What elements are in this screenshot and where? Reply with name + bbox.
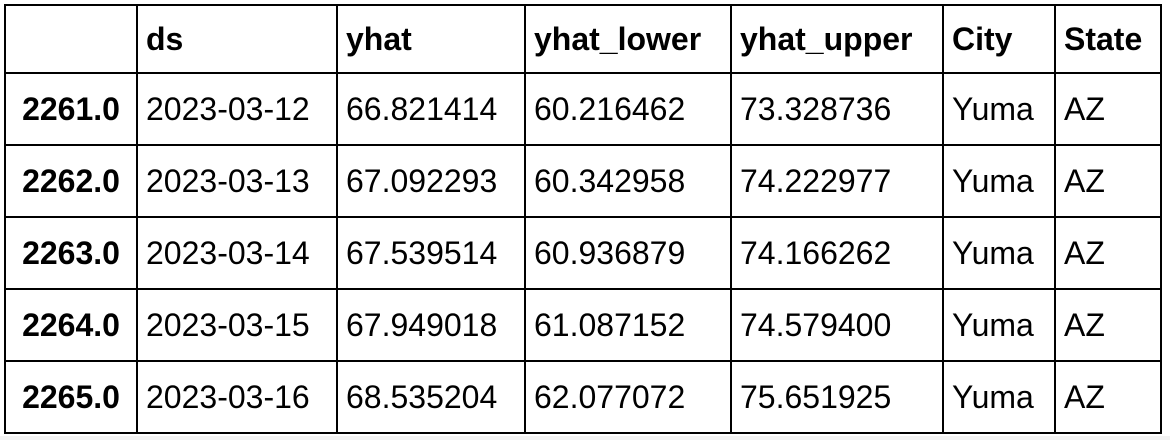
cell-yhat-upper: 74.579400 (730, 288, 944, 362)
cell-state: AZ (1054, 72, 1162, 146)
header-row: ds yhat yhat_lower yhat_upper City State (4, 4, 1162, 74)
cell-state: AZ (1054, 288, 1162, 362)
cell-city: Yuma (942, 216, 1056, 290)
cell-yhat: 66.821414 (336, 72, 526, 146)
cell-yhat: 67.539514 (336, 216, 526, 290)
cell-yhat: 67.092293 (336, 144, 526, 218)
dataframe-output: ds yhat yhat_lower yhat_upper City State… (4, 4, 1164, 434)
table-row: 2262.0 2023-03-13 67.092293 60.342958 74… (4, 144, 1162, 218)
column-header-ds: ds (136, 4, 338, 74)
cell-yhat-upper: 73.328736 (730, 72, 944, 146)
column-header-yhat: yhat (336, 4, 526, 74)
cell-city: Yuma (942, 144, 1056, 218)
cell-yhat-upper: 74.222977 (730, 144, 944, 218)
cell-yhat-lower: 61.087152 (524, 288, 732, 362)
table-row: 2265.0 2023-03-16 68.535204 62.077072 75… (4, 360, 1162, 434)
cell-city: Yuma (942, 288, 1056, 362)
row-index: 2261.0 (4, 72, 138, 146)
cell-city: Yuma (942, 72, 1056, 146)
forecast-table: ds yhat yhat_lower yhat_upper City State… (4, 4, 1162, 434)
row-index: 2265.0 (4, 360, 138, 434)
cell-ds: 2023-03-15 (136, 288, 338, 362)
table-row: 2264.0 2023-03-15 67.949018 61.087152 74… (4, 288, 1162, 362)
column-header-yhat-lower: yhat_lower (524, 4, 732, 74)
cell-city: Yuma (942, 360, 1056, 434)
row-index: 2264.0 (4, 288, 138, 362)
cell-yhat-lower: 60.342958 (524, 144, 732, 218)
table-row: 2263.0 2023-03-14 67.539514 60.936879 74… (4, 216, 1162, 290)
column-header-state: State (1054, 4, 1162, 74)
cell-ds: 2023-03-13 (136, 144, 338, 218)
column-header-city: City (942, 4, 1056, 74)
index-header (4, 4, 138, 74)
output-bottom-edge (0, 436, 1170, 440)
column-header-yhat-upper: yhat_upper (730, 4, 944, 74)
cell-yhat-lower: 60.216462 (524, 72, 732, 146)
cell-ds: 2023-03-14 (136, 216, 338, 290)
cell-yhat: 67.949018 (336, 288, 526, 362)
cell-yhat-lower: 60.936879 (524, 216, 732, 290)
cell-yhat: 68.535204 (336, 360, 526, 434)
cell-yhat-upper: 74.166262 (730, 216, 944, 290)
cell-state: AZ (1054, 144, 1162, 218)
cell-state: AZ (1054, 216, 1162, 290)
cell-state: AZ (1054, 360, 1162, 434)
cell-ds: 2023-03-16 (136, 360, 338, 434)
row-index: 2263.0 (4, 216, 138, 290)
cell-ds: 2023-03-12 (136, 72, 338, 146)
cell-yhat-upper: 75.651925 (730, 360, 944, 434)
cell-yhat-lower: 62.077072 (524, 360, 732, 434)
table-row: 2261.0 2023-03-12 66.821414 60.216462 73… (4, 72, 1162, 146)
row-index: 2262.0 (4, 144, 138, 218)
